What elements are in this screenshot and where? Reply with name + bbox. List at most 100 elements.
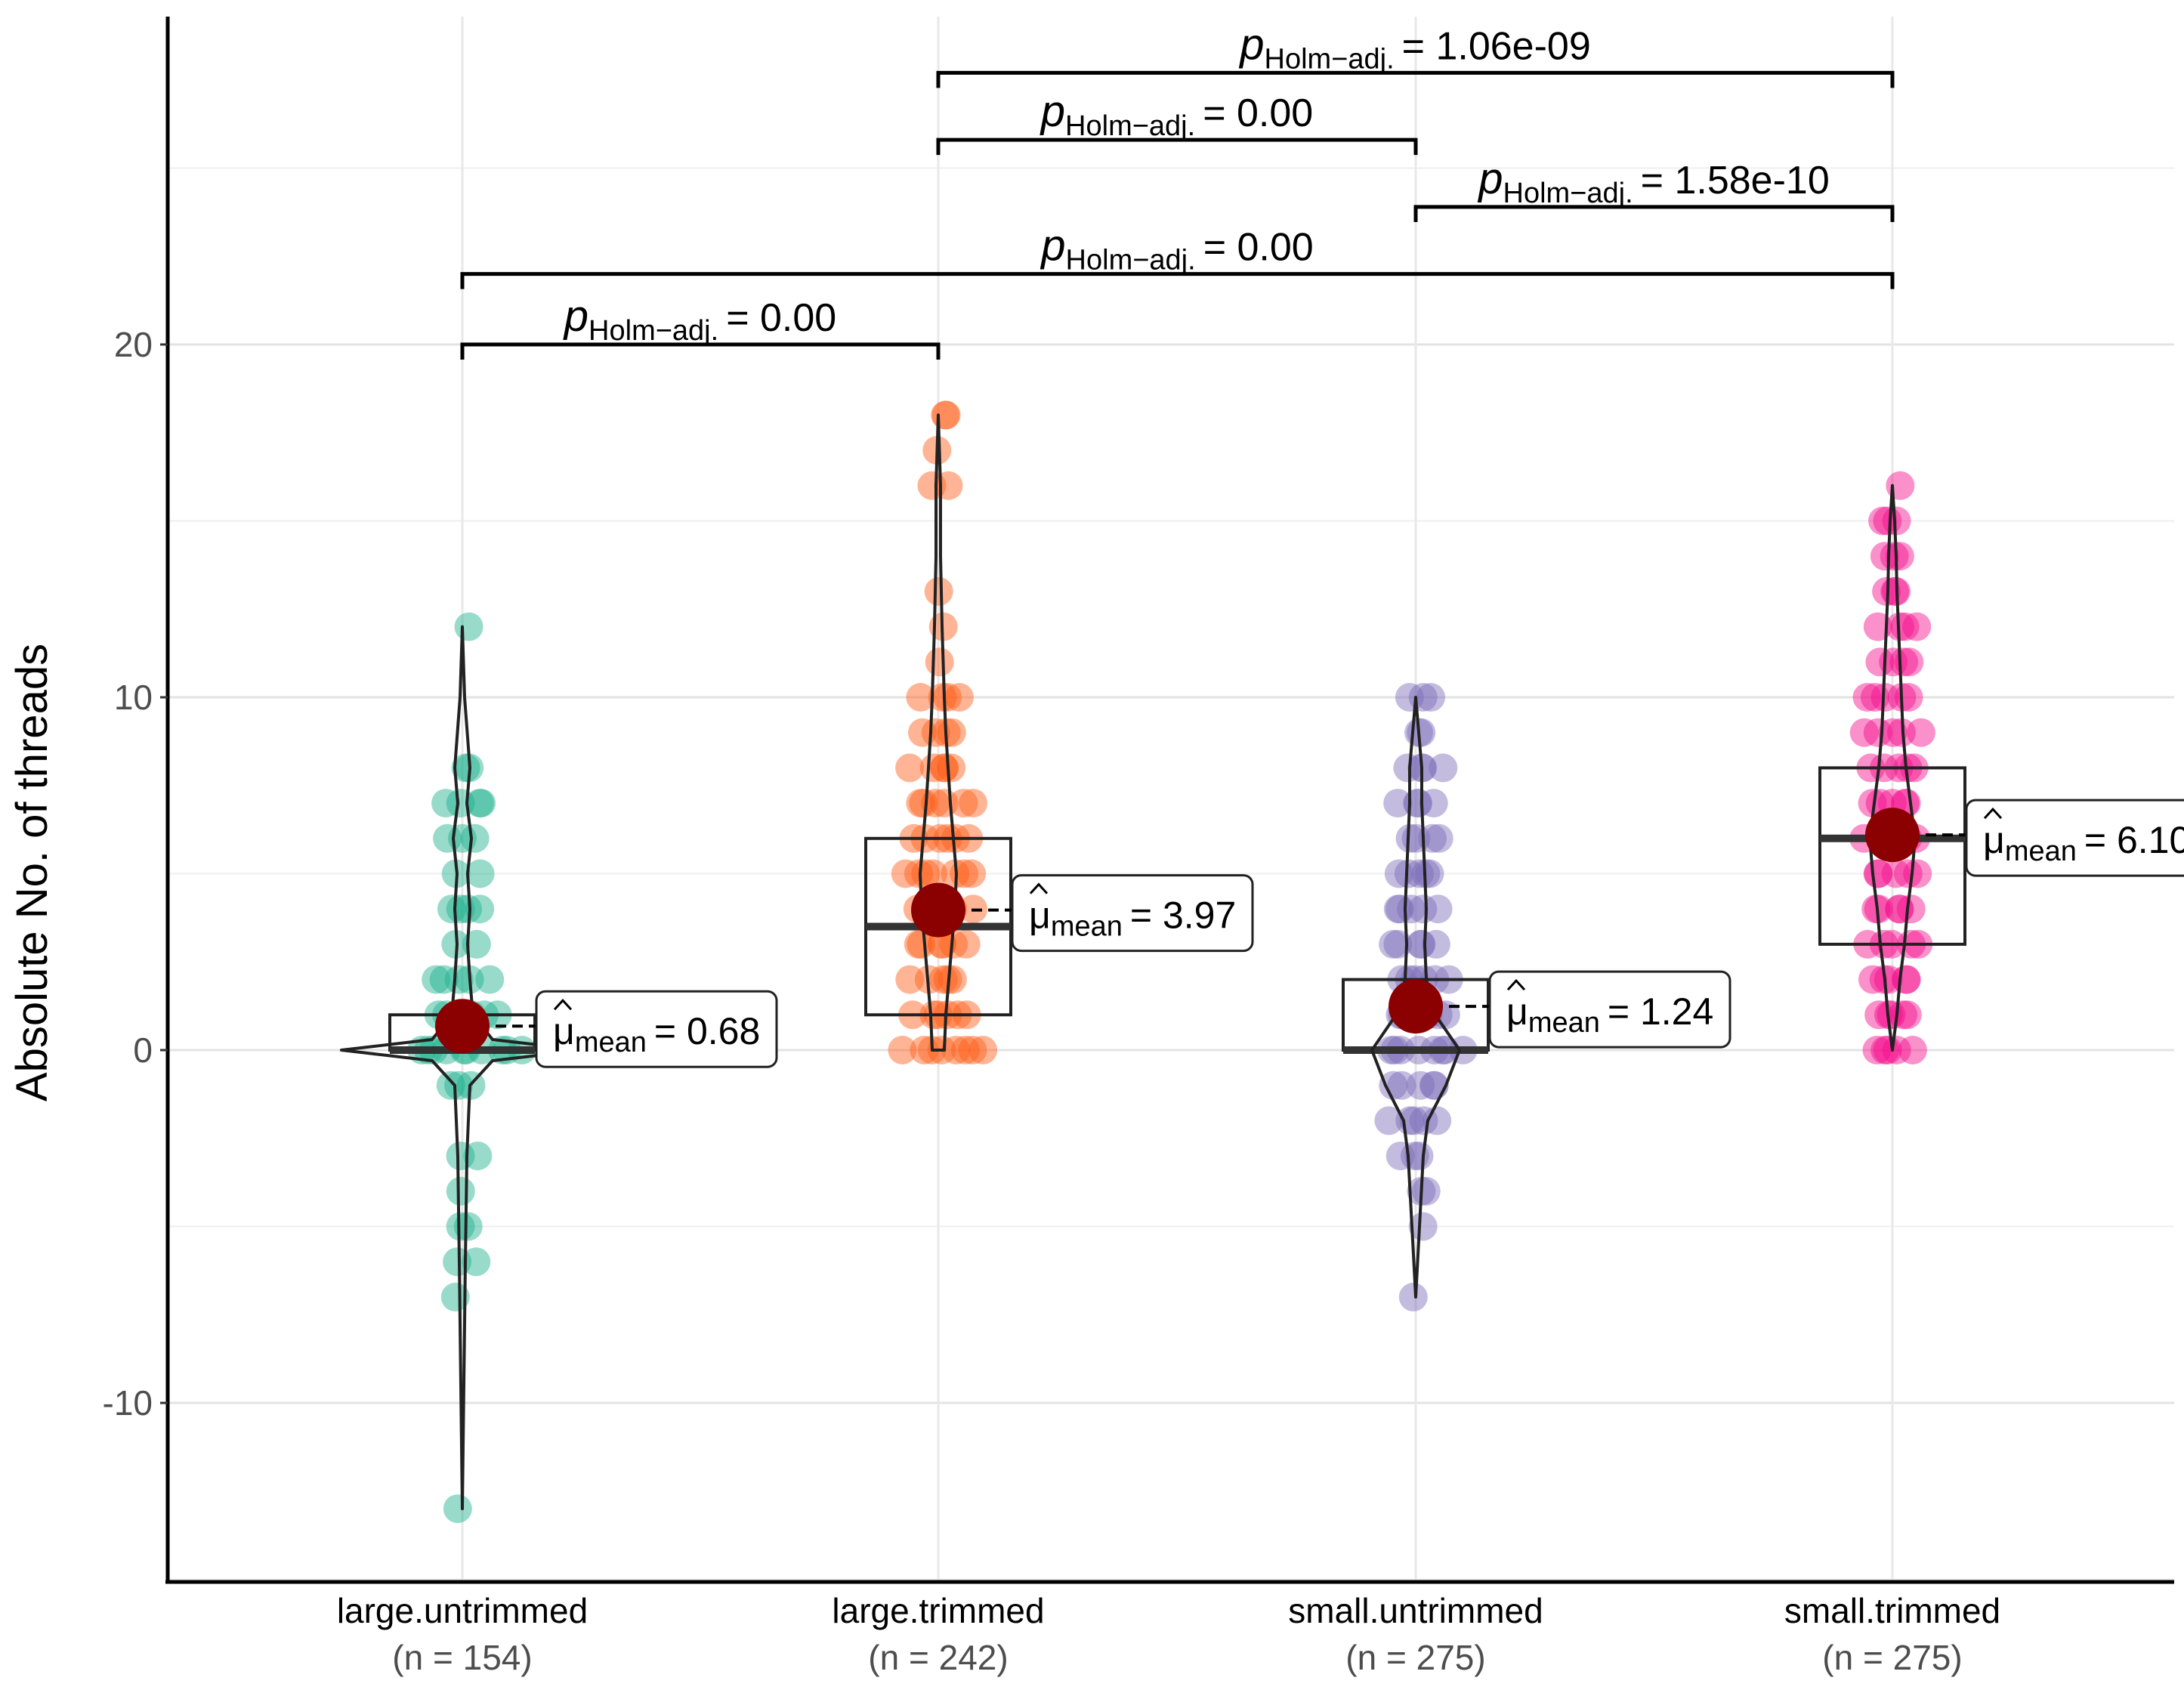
hat-icon bbox=[1983, 807, 2003, 820]
data-point bbox=[1385, 1142, 1415, 1171]
x-tick-label: large.trimmed bbox=[832, 1591, 1044, 1630]
p-value: = 0.00 bbox=[1203, 91, 1313, 135]
data-point bbox=[444, 1070, 474, 1100]
data-point bbox=[925, 647, 954, 677]
data-point bbox=[1374, 1106, 1404, 1135]
group-small-trimmed: μmean = 6.10 bbox=[1818, 471, 2184, 1064]
data-point bbox=[1411, 1176, 1441, 1206]
data-point bbox=[1874, 965, 1903, 994]
data-point bbox=[1404, 1142, 1434, 1171]
data-point bbox=[460, 823, 490, 853]
data-point bbox=[444, 965, 474, 994]
comparison-bracket: pHolm−adj. = 0.00 bbox=[460, 221, 1895, 289]
y-tick-label: 10 bbox=[114, 678, 153, 717]
p-symbol: p bbox=[1477, 154, 1503, 203]
mean-point bbox=[1389, 979, 1443, 1034]
bracket-line bbox=[936, 137, 1418, 156]
y-tick-label: 20 bbox=[114, 325, 153, 364]
mean-symbol: μ bbox=[1506, 990, 1528, 1033]
group-small-untrimmed: μmean = 1.24 bbox=[1342, 683, 1731, 1311]
data-point bbox=[1405, 859, 1435, 888]
p-subscript: Holm−adj. bbox=[1503, 178, 1633, 209]
p-subscript: Holm−adj. bbox=[1265, 43, 1395, 75]
data-point bbox=[1395, 1106, 1425, 1135]
data-point bbox=[1896, 894, 1926, 924]
mean-value: = 1.24 bbox=[1608, 990, 1713, 1033]
data-point bbox=[446, 894, 475, 924]
data-point bbox=[928, 683, 957, 712]
mean-label: μmean = 1.24 bbox=[1488, 970, 1731, 1049]
x-tick-label: small.untrimmed bbox=[1288, 1591, 1543, 1630]
data-point bbox=[929, 753, 959, 783]
violin bbox=[1370, 696, 1461, 1299]
data-point bbox=[895, 965, 925, 994]
data-point bbox=[1886, 718, 1916, 747]
p-value: = 1.06e-09 bbox=[1402, 24, 1591, 68]
data-point bbox=[1893, 859, 1923, 888]
data-point bbox=[1895, 647, 1924, 677]
data-point bbox=[462, 1247, 491, 1277]
data-point bbox=[895, 753, 925, 783]
x-tick-n: (n = 275) bbox=[1345, 1638, 1485, 1677]
mean-point bbox=[911, 882, 965, 938]
data-point bbox=[463, 1142, 493, 1171]
data-point bbox=[1398, 1282, 1428, 1311]
p-value: = 0.00 bbox=[726, 296, 836, 340]
group-large-untrimmed: μmean = 0.68 bbox=[340, 612, 778, 1524]
p-symbol: p bbox=[563, 292, 588, 341]
data-point bbox=[1415, 859, 1444, 888]
data-point bbox=[934, 471, 963, 500]
data-point bbox=[1894, 683, 1923, 712]
data-point bbox=[1407, 929, 1436, 959]
data-point bbox=[1870, 683, 1900, 712]
data-point bbox=[433, 823, 462, 853]
mean-value: = 6.10 bbox=[2084, 819, 2184, 861]
data-point bbox=[446, 1176, 475, 1206]
data-point bbox=[1886, 471, 1915, 500]
data-point bbox=[959, 789, 988, 818]
data-point bbox=[453, 894, 483, 924]
x-tick-label: small.trimmed bbox=[1784, 1591, 2000, 1630]
data-point bbox=[949, 789, 978, 818]
data-point bbox=[429, 965, 459, 994]
violin bbox=[1868, 483, 1917, 1052]
data-point bbox=[906, 683, 935, 712]
mean-label: μmean = 6.10 bbox=[1965, 799, 2184, 877]
data-point bbox=[939, 929, 968, 959]
mean-subscript: mean bbox=[1051, 911, 1123, 943]
data-point bbox=[1878, 718, 1908, 747]
bracket-line bbox=[1413, 205, 1895, 222]
data-point bbox=[1416, 683, 1446, 712]
data-point bbox=[1408, 894, 1438, 924]
data-point bbox=[957, 859, 987, 888]
data-point bbox=[1424, 823, 1453, 853]
comparison-bracket: pHolm−adj. = 0.00 bbox=[460, 292, 941, 360]
data-point bbox=[937, 753, 966, 783]
data-point bbox=[888, 1036, 917, 1064]
data-point bbox=[1889, 647, 1919, 677]
data-point bbox=[907, 929, 936, 959]
mean-label-box bbox=[535, 990, 778, 1068]
data-point bbox=[1429, 753, 1458, 783]
data-point bbox=[440, 1282, 470, 1311]
p-value: = 1.58e-10 bbox=[1641, 159, 1830, 202]
data-point bbox=[1379, 929, 1408, 959]
data-point bbox=[465, 789, 494, 818]
data-point bbox=[927, 929, 956, 959]
y-tick-labels: -10 0 10 20 bbox=[103, 325, 168, 1423]
mean-subscript: mean bbox=[1528, 1007, 1600, 1039]
box bbox=[1818, 766, 1966, 946]
p-value-label: pHolm−adj. = 0.00 bbox=[563, 292, 836, 347]
data-point bbox=[1902, 612, 1932, 641]
data-point bbox=[909, 789, 938, 818]
data-point bbox=[446, 1212, 475, 1241]
comparison-bracket: pHolm−adj. = 0.00 bbox=[936, 87, 1418, 156]
data-point bbox=[968, 1036, 998, 1064]
x-tick-n: (n = 154) bbox=[392, 1638, 532, 1677]
p-value-label: pHolm−adj. = 0.00 bbox=[1039, 87, 1313, 142]
data-point bbox=[1419, 789, 1448, 818]
mean-label-box bbox=[1488, 970, 1731, 1049]
data-point bbox=[904, 859, 933, 888]
grid-lines bbox=[168, 17, 2174, 1582]
